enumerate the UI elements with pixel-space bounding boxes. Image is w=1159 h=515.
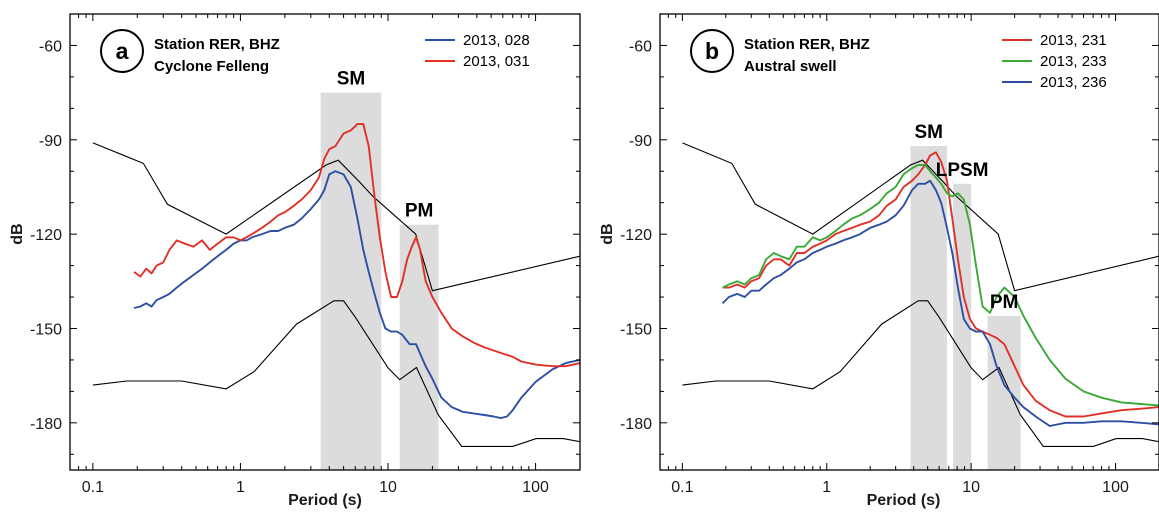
series-line-2013-236 <box>721 179 1159 427</box>
y-tick-label: -180 <box>30 416 62 433</box>
x-tick-label: 1 <box>236 479 245 496</box>
ticks <box>69 13 581 470</box>
station-info-line: Cyclone Felleng <box>154 58 269 75</box>
y-tick-label: -150 <box>620 321 652 338</box>
series-line-2013-233 <box>722 164 1159 407</box>
legend-label: 2013, 233 <box>1040 53 1107 70</box>
station-info-line: Austral swell <box>744 58 837 75</box>
high-noise-model-line <box>682 142 1159 292</box>
x-tick-label: 10 <box>962 479 980 496</box>
legend: 2013, 231 2013, 233 2013, 236 <box>1002 32 1107 91</box>
band-label-pm: PM <box>990 292 1019 313</box>
y-axis-title: dB <box>599 223 616 244</box>
x-axis-title: Period (s) <box>867 492 941 509</box>
plot-frame <box>659 13 1159 471</box>
x-tick-label: 1 <box>822 479 831 496</box>
x-tick-label: 0.1 <box>671 479 693 496</box>
panel-letter: a <box>116 38 129 64</box>
panel-letter-badge <box>690 29 734 73</box>
series-line-2013-028 <box>133 170 580 420</box>
band-sm <box>910 146 947 470</box>
band-label-lpsm: LPSM <box>936 160 989 181</box>
legend-label: 2013, 236 <box>1040 74 1107 91</box>
x-tick-label: 100 <box>522 479 549 496</box>
ticks <box>659 13 1159 470</box>
legend-label: 2013, 028 <box>463 32 530 49</box>
y-tick-label: -180 <box>620 416 652 433</box>
x-tick-label: 0.1 <box>82 479 104 496</box>
x-tick-label: 10 <box>379 479 397 496</box>
band-pm <box>399 224 439 470</box>
plot-frame <box>69 13 581 471</box>
low-noise-model-line <box>682 300 1159 447</box>
y-tick-label: -90 <box>629 133 652 150</box>
station-info-line: Station RER, BHZ <box>744 36 870 53</box>
band-pm <box>987 315 1021 470</box>
panel-b: SM LPSM PM 0.1 1 10 100 -60 -90 -120 -150 -180 Perio… <box>599 13 1159 509</box>
panel-letter-badge <box>100 29 144 73</box>
panel-letter: b <box>705 38 719 64</box>
legend-label: 2013, 231 <box>1040 32 1107 49</box>
y-axis-title: dB <box>9 223 26 244</box>
plot-area <box>682 142 1159 447</box>
y-tick-label: -120 <box>620 227 652 244</box>
y-tick-label: -120 <box>30 227 62 244</box>
y-tick-label: -60 <box>629 38 652 55</box>
plot-area <box>92 123 580 447</box>
station-info-line: Station RER, BHZ <box>154 36 280 53</box>
x-axis-title: Period (s) <box>288 492 362 509</box>
x-tick-label: 100 <box>1102 479 1129 496</box>
y-tick-label: -60 <box>39 38 62 55</box>
band-label-sm: SM <box>914 122 943 143</box>
panel-a: SM PM 0.1 1 10 100 -60 -90 -120 -150 -180 Period (s… <box>9 13 581 509</box>
series-line-2013-031 <box>133 123 580 368</box>
band-label-sm: SM <box>337 69 366 90</box>
low-noise-model-line <box>92 300 580 447</box>
y-tick-label: -90 <box>39 133 62 150</box>
series-line-2013-231 <box>722 151 1159 418</box>
y-tick-label: -150 <box>30 321 62 338</box>
legend-label: 2013, 031 <box>463 53 530 70</box>
legend: 2013, 028 2013, 031 <box>425 32 530 70</box>
band-label-pm: PM <box>405 201 434 222</box>
